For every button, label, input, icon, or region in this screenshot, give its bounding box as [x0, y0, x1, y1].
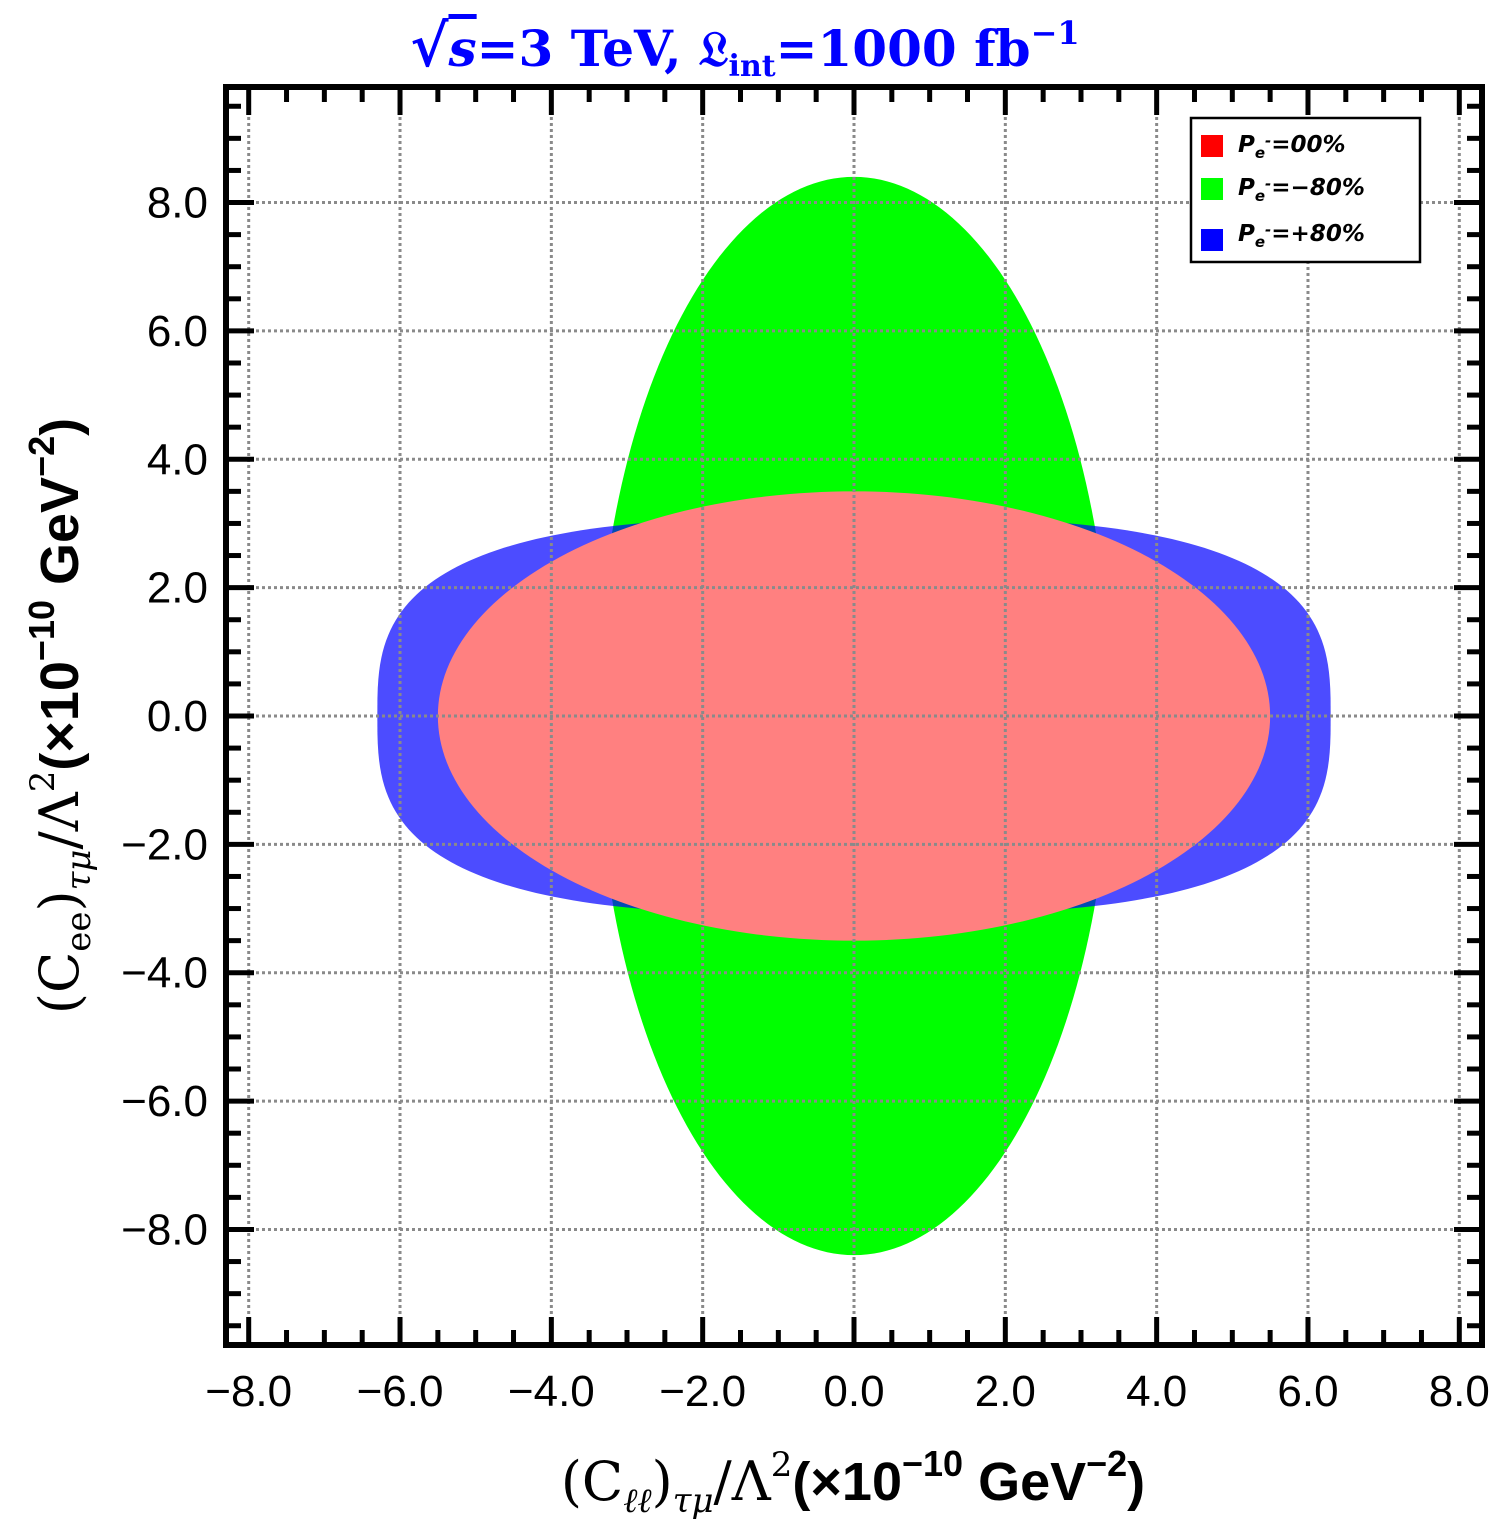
y-tick-label-5: 2.0 [147, 564, 208, 613]
y-tick-label-7: 6.0 [147, 307, 208, 356]
ylabel-unit-mid: GeV [30, 477, 90, 600]
ylabel-unit-close: ) [30, 418, 90, 436]
legend-swatch-pe-minus80 [1201, 178, 1223, 200]
xlabel-unit-exp: −10 [902, 1443, 963, 1484]
legend-item-pe-00: Pe-=00% [1201, 132, 1346, 162]
ylabel-unit-open: (×10 [30, 661, 90, 771]
x-tick-label-8: 8.0 [1429, 1367, 1490, 1416]
legend-label-pe-00: Pe-=00% [1238, 132, 1346, 162]
title-sqrt: √ [410, 12, 449, 80]
x-tick-label-2: −4.0 [508, 1367, 595, 1416]
x-tick-label-3: −2.0 [659, 1367, 746, 1416]
title-lumi-exp: −1 [1031, 14, 1080, 52]
ylabel-unit-exp: −10 [21, 600, 62, 661]
legend-swatch-pe-plus80 [1201, 229, 1223, 251]
x-axis-label: (Cℓℓ)τμ/Λ2(×10−10 GeV−2) [561, 1443, 1145, 1521]
xlabel-sub2: τμ [673, 1481, 714, 1521]
x-tick-label-4: 0.0 [823, 1367, 884, 1416]
plot-frame [223, 84, 1485, 1348]
ylabel-sub2: τμ [59, 849, 99, 890]
xlabel-unit-open: (×10 [792, 1452, 902, 1512]
xlabel-unit-close: ) [1127, 1452, 1145, 1512]
y-tick-label-6: 4.0 [147, 435, 208, 484]
y-tick-label-2: −4.0 [121, 949, 208, 998]
y-tick-label-3: −2.0 [121, 820, 208, 869]
x-tick-label-0: −8.0 [205, 1367, 292, 1416]
xlabel-unit-exp2: −2 [1086, 1443, 1127, 1484]
title-energy: =3 TeV, [477, 19, 699, 78]
legend-item-pe-plus80: Pe-=+80% [1201, 221, 1365, 251]
ylabel-sup: 2 [23, 771, 63, 793]
y-axis-label: (Cee)τμ/Λ2(×10−10 GeV−2) [21, 418, 99, 1014]
xlabel-close: ) [652, 1450, 673, 1513]
xlabel-math: (C [561, 1450, 623, 1513]
title-sqrt-var: s [447, 19, 476, 78]
xlabel-sub: ℓℓ [623, 1481, 651, 1521]
y-tick-label-0: −8.0 [121, 1205, 208, 1254]
y-tick-labels: −8.0 −6.0 −4.0 −2.0 0.0 2.0 4.0 6.0 8.0 [121, 179, 208, 1255]
region-pe-00 [437, 491, 1271, 941]
ylabel-unit-exp2: −2 [21, 436, 62, 477]
legend-box [1189, 116, 1422, 264]
legend-label-pe-minus80: Pe-=−80% [1238, 175, 1365, 205]
legend: Pe-=00% Pe-=−80% Pe-=+80% [1189, 116, 1422, 264]
ylabel-rest: /Λ [28, 791, 91, 849]
xlabel-sup: 2 [771, 1445, 793, 1485]
title-lumi-value: =1000 fb [776, 19, 1031, 78]
xlabel-rest: /Λ [714, 1450, 772, 1513]
x-tick-label-6: 4.0 [1126, 1367, 1187, 1416]
x-tick-label-7: 6.0 [1277, 1367, 1338, 1416]
y-tick-label-4: 0.0 [147, 692, 208, 741]
ylabel-close: ) [28, 890, 91, 911]
xlabel-unit-mid: GeV [963, 1452, 1086, 1512]
y-tick-label-8: 8.0 [147, 179, 208, 228]
chart-title: √s=3 TeV, 𝔏int=1000 fb−1 [410, 12, 1079, 84]
ylabel-math: (C [28, 952, 91, 1014]
title-lumi-symbol: 𝔏 [699, 19, 729, 78]
regions [377, 176, 1331, 1256]
x-tick-label-1: −6.0 [357, 1367, 444, 1416]
y-tick-label-1: −6.0 [121, 1077, 208, 1126]
legend-label-pe-plus80: Pe-=+80% [1238, 221, 1365, 251]
x-tick-labels: −8.0 −6.0 −4.0 −2.0 0.0 2.0 4.0 6.0 8.0 [205, 1367, 1490, 1416]
x-tick-label-5: 2.0 [975, 1367, 1036, 1416]
title-lumi-sub: int [729, 49, 776, 84]
legend-swatch-pe-00 [1201, 135, 1223, 157]
ylabel-sub: ee [59, 911, 99, 951]
legend-item-pe-minus80: Pe-=−80% [1201, 175, 1365, 205]
